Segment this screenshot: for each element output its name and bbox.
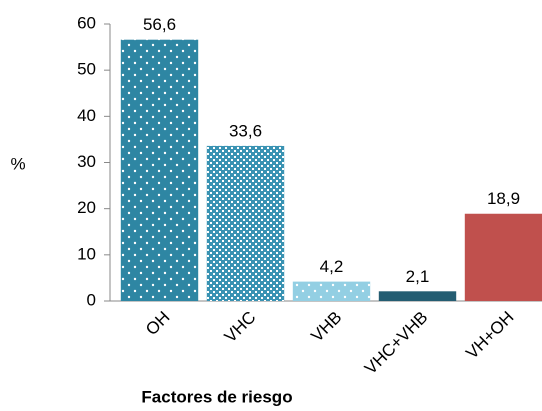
x-axis-label: Factores de riesgo [141, 387, 292, 406]
y-tick-label: 60 [77, 13, 96, 32]
y-tick-label: 0 [87, 290, 96, 309]
y-tick-label: 20 [77, 198, 96, 217]
bar [120, 39, 199, 302]
x-tick-label: VHB [307, 308, 345, 346]
x-tick-label: VHC [221, 308, 260, 347]
bar [464, 213, 542, 301]
value-label: 18,9 [487, 189, 520, 208]
value-label: 4,2 [320, 257, 344, 276]
value-label: 33,6 [229, 121, 262, 140]
y-axis-label: % [10, 154, 25, 173]
x-tick-label: VHC+VHB [361, 308, 432, 379]
x-tick-label: VH+OH [462, 308, 517, 363]
y-tick-label: 50 [77, 60, 96, 79]
y-tick-label: 10 [77, 244, 96, 263]
value-label: 56,6 [143, 15, 176, 34]
bar [206, 145, 285, 301]
y-tick-label: 40 [77, 106, 96, 125]
bar [378, 291, 457, 301]
value-label: 2,1 [406, 267, 430, 286]
bar [292, 281, 371, 301]
y-tick-label: 30 [77, 152, 96, 171]
x-tick-label: OH [142, 308, 173, 339]
